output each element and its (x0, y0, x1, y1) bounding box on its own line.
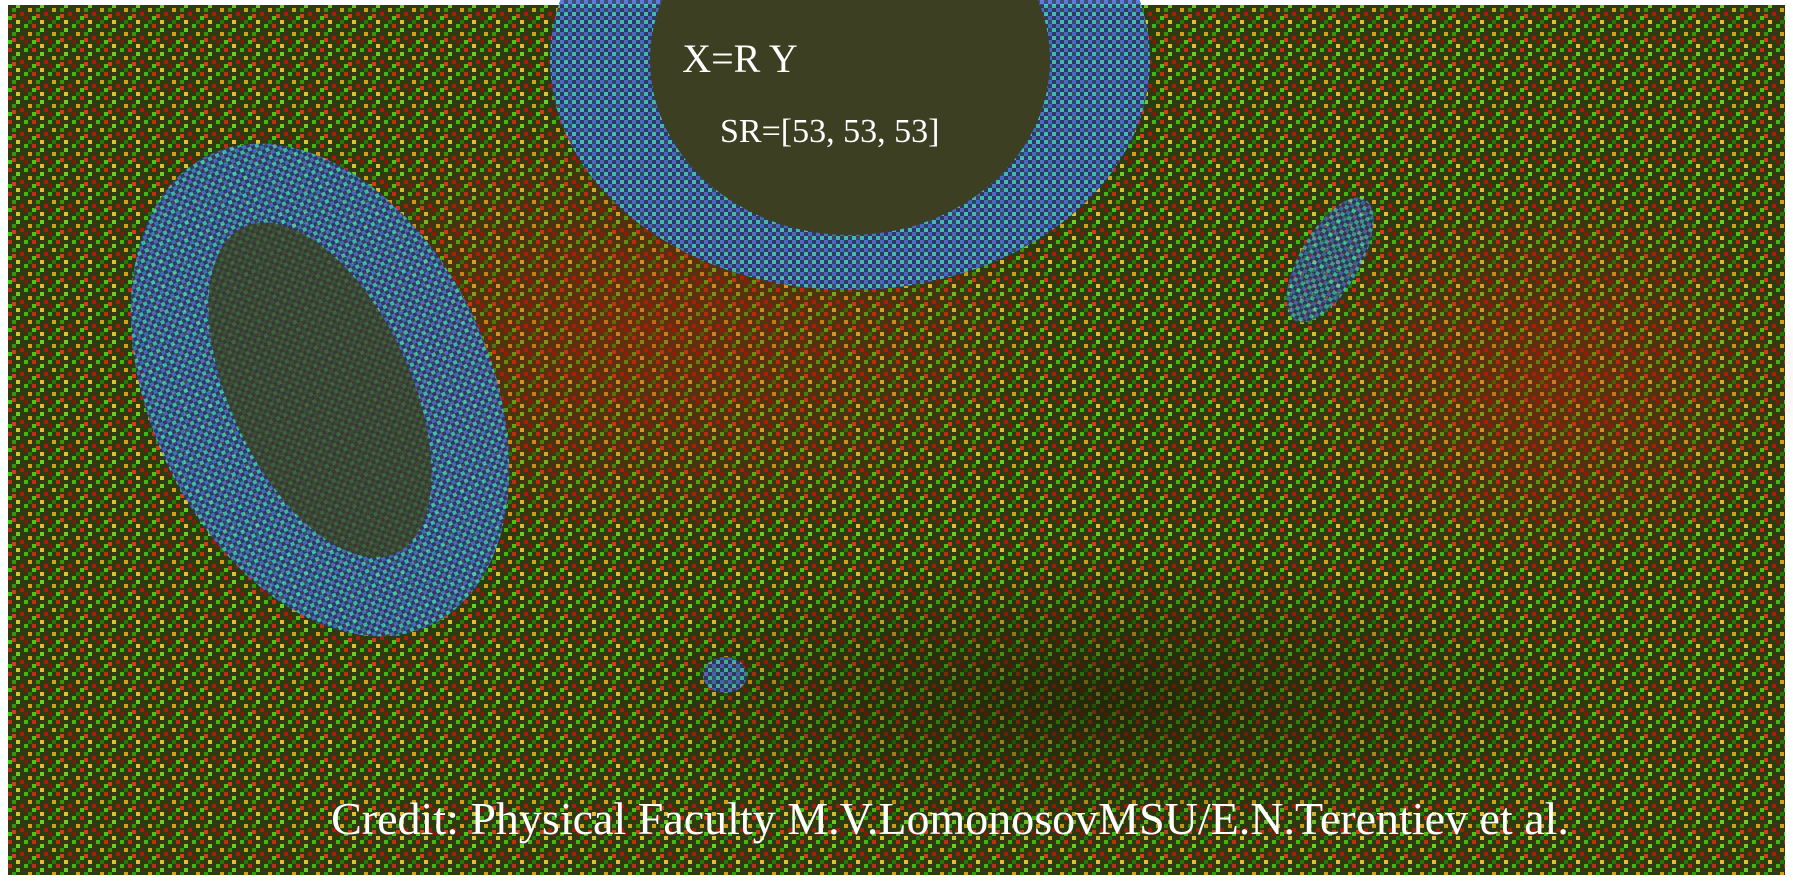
blue-spot (703, 657, 747, 693)
page: {"image": {"title": "X=R Y", "subtitle":… (0, 0, 1793, 885)
subtitle: SR=[53, 53, 53] (720, 113, 939, 150)
image-frame: X=R Y SR=[53, 53, 53] Credit: Physical F… (0, 0, 1793, 885)
credit: Credit: Physical Faculty M.V.LomonosovMS… (331, 793, 1569, 844)
title: X=R Y (682, 36, 798, 81)
